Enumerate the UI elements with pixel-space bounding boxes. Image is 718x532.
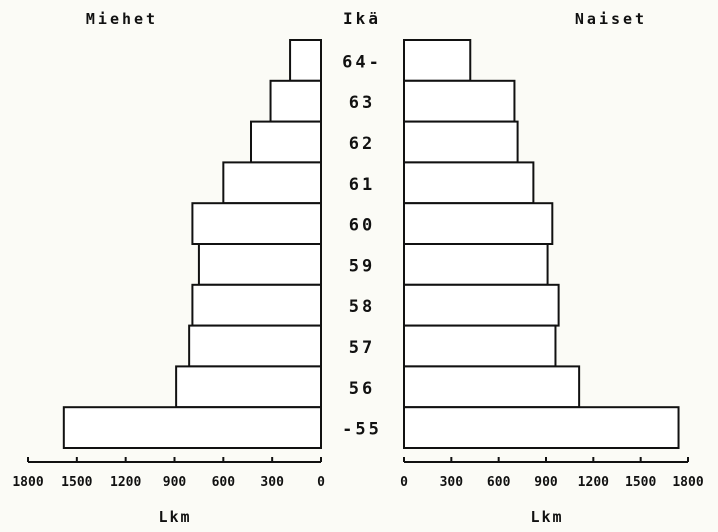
left-tick-label: 900 [163, 475, 187, 490]
female-bar-4 [403, 202, 554, 245]
left-panel-title: Miehet [86, 10, 158, 28]
left-tick-label: 600 [212, 475, 236, 490]
age-label-4: 60 [349, 216, 375, 236]
male-bar-6 [191, 283, 322, 327]
right-tick-label: 1500 [625, 475, 656, 490]
age-label-3: 61 [349, 175, 375, 195]
age-label-1: 63 [349, 93, 375, 113]
age-label-5: 59 [349, 256, 375, 276]
age-label-6: 58 [349, 297, 375, 317]
chart-titles: Miehet Ikä Naiset [86, 9, 647, 28]
right-panel-title: Naiset [575, 10, 647, 28]
right-x-axis-label: Lkm [530, 508, 563, 526]
age-label-7: 57 [349, 338, 375, 358]
left-tick-label: 1200 [110, 475, 141, 490]
male-bar-1 [269, 79, 322, 123]
left-tick-label: 300 [260, 475, 284, 490]
male-bars [62, 39, 323, 450]
female-bar-3 [403, 161, 535, 205]
male-bar-3 [222, 161, 322, 205]
age-label-2: 62 [349, 134, 375, 154]
male-bar-9 [62, 406, 323, 450]
right-tick-label: 600 [487, 475, 511, 490]
age-label-9: -55 [342, 420, 382, 440]
male-bar-2 [250, 120, 322, 164]
female-bar-2 [403, 120, 519, 164]
right-tick-label: 0 [400, 475, 408, 490]
right-tick-label: 300 [440, 475, 464, 490]
male-bar-4 [191, 202, 322, 245]
male-bar-8 [175, 365, 322, 409]
left-x-axis-label: Lkm [158, 508, 191, 526]
right-x-axis: 0 300 600 900 1200 1500 1800 [400, 457, 704, 490]
right-tick-label: 1800 [672, 475, 703, 490]
female-bar-1 [403, 79, 516, 123]
female-bar-9 [403, 406, 680, 450]
male-bar-5 [197, 243, 323, 286]
female-bar-8 [403, 365, 581, 409]
male-bar-7 [188, 324, 322, 368]
age-label-8: 56 [349, 379, 375, 399]
right-tick-label: 1200 [578, 475, 609, 490]
female-bars [403, 39, 680, 450]
female-bar-6 [403, 283, 560, 327]
left-x-axis: 1800 1500 1200 900 600 300 0 [12, 457, 325, 490]
left-tick-label: 0 [317, 475, 325, 490]
female-bar-5 [403, 243, 549, 286]
male-bar-0 [289, 39, 323, 82]
age-labels: 64- 63 62 61 60 59 58 57 56 -55 [342, 52, 382, 440]
center-age-title: Ikä [343, 9, 381, 28]
axis-titles: Lkm Lkm [158, 508, 563, 526]
female-bar-7 [403, 324, 557, 368]
right-tick-label: 900 [534, 475, 558, 490]
left-tick-label: 1800 [12, 475, 43, 490]
age-label-0: 64- [342, 52, 382, 72]
female-bar-0 [403, 39, 472, 82]
left-tick-label: 1500 [61, 475, 92, 490]
